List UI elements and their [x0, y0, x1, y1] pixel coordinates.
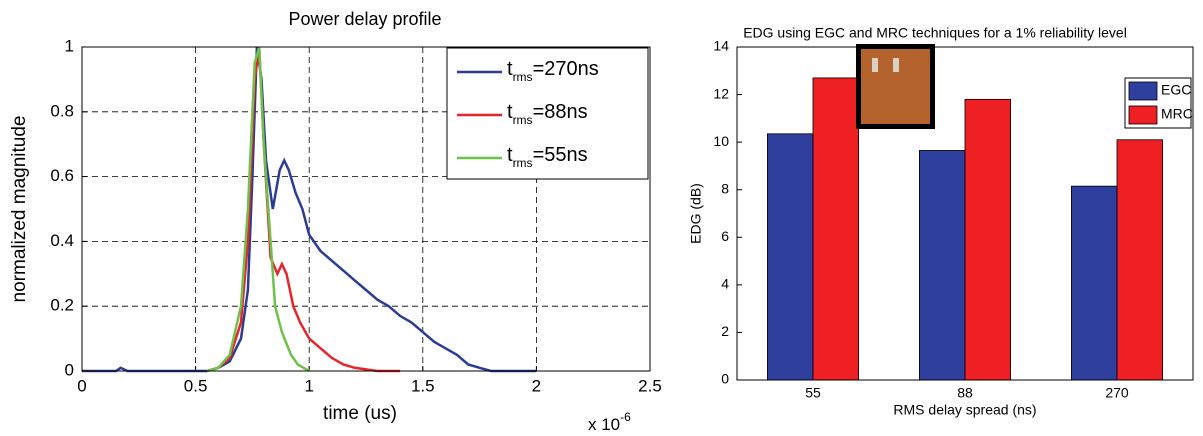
x-tick-label: 1.5 [411, 376, 435, 395]
x-axis-multiplier: x 10-6 [588, 410, 631, 434]
x-tick-label: 0.5 [184, 376, 208, 395]
x-tick-label: 270 [1105, 385, 1129, 401]
y-tick-label: 1 [65, 36, 74, 55]
line-series [206, 46, 401, 373]
x-tick-label: 55 [805, 385, 821, 401]
x-tick-label: 2 [532, 376, 541, 395]
x-tick-label: 88 [957, 385, 973, 401]
y-axis-label: normalized magnitude [9, 116, 30, 303]
y-tick-label: 0.4 [50, 231, 74, 250]
chart-title: EDG using EGC and MRC techniques for a 1… [743, 25, 1127, 41]
x-tick-label: 1 [304, 376, 313, 395]
legend-label: EGC [1161, 82, 1191, 98]
x-axis-label: RMS delay spread (ns) [893, 402, 1036, 418]
bar [767, 133, 814, 381]
y-tick-label: 0.6 [50, 166, 74, 185]
bar [812, 77, 859, 381]
y-tick-label: 0.8 [50, 101, 74, 120]
legend-label: MRC [1161, 106, 1193, 122]
x-axis-label: time (us) [323, 403, 397, 424]
bar [919, 150, 966, 381]
photo-detail [872, 58, 878, 72]
y-tick-label: 8 [721, 180, 729, 196]
photo-detail [893, 58, 899, 72]
bar [1116, 139, 1163, 381]
y-tick-label: 12 [713, 85, 729, 101]
y-tick-label: 14 [713, 38, 729, 54]
y-tick-label: 0 [721, 371, 729, 387]
legend-label: trms=88ns [507, 101, 588, 127]
chart-title: Power delay profile [288, 9, 441, 29]
legend-label: trms=55ns [507, 144, 588, 170]
y-tick-label: 0.2 [50, 296, 74, 315]
y-tick-label: 0 [65, 360, 74, 379]
x-tick-label: 0 [77, 376, 86, 395]
bar [1071, 185, 1118, 381]
y-tick-label: 6 [721, 228, 729, 244]
y-axis-label: EDG (dB) [688, 183, 704, 244]
line-series [206, 46, 310, 373]
plot-frame [81, 46, 651, 372]
legend-swatch [1128, 81, 1158, 101]
plot-frame [736, 46, 1194, 381]
y-tick-label: 10 [713, 133, 729, 149]
x-tick-label: 2.5 [638, 376, 662, 395]
inset-photo [856, 44, 935, 129]
y-tick-label: 4 [721, 276, 729, 292]
y-tick-label: 2 [721, 323, 729, 339]
line-series [82, 46, 537, 373]
legend-swatch [1128, 105, 1158, 125]
bar [964, 98, 1011, 381]
legend-label: trms=270ns [507, 58, 599, 84]
